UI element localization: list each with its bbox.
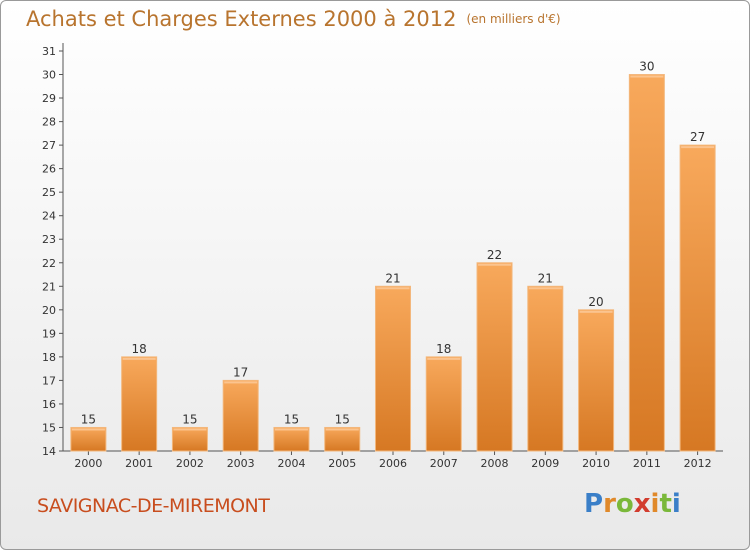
data-label: 15 xyxy=(81,412,96,426)
chart-title: Achats et Charges Externes 2000 à 2012 (e… xyxy=(26,7,561,31)
y-tick-label: 31 xyxy=(42,45,56,58)
y-tick-label: 23 xyxy=(42,233,56,246)
data-label: 15 xyxy=(284,412,299,426)
x-tick-label: 2003 xyxy=(227,457,255,470)
data-label: 22 xyxy=(487,248,502,262)
bar-2008[interactable] xyxy=(476,262,513,452)
x-tick-label: 2004 xyxy=(277,457,305,470)
y-tick-label: 29 xyxy=(42,92,56,105)
data-label: 21 xyxy=(538,271,553,285)
x-tick-label: 2009 xyxy=(531,457,559,470)
bar-2000[interactable] xyxy=(70,426,107,452)
bar-highlight xyxy=(376,287,410,290)
data-label: 15 xyxy=(182,412,197,426)
x-tick-label: 2007 xyxy=(430,457,458,470)
x-tick-label: 2002 xyxy=(176,457,204,470)
bar-2012[interactable] xyxy=(679,144,716,452)
bar-2003[interactable] xyxy=(222,379,259,452)
data-label: 18 xyxy=(132,342,147,356)
y-tick-label: 20 xyxy=(42,304,56,317)
y-tick-label: 25 xyxy=(42,186,56,199)
data-label: 30 xyxy=(639,60,654,74)
bar-2006[interactable] xyxy=(375,285,411,452)
bar-highlight xyxy=(224,381,258,384)
bar-highlight xyxy=(427,357,461,360)
y-tick-label: 18 xyxy=(42,351,56,364)
x-tick-label: 2006 xyxy=(379,457,407,470)
data-label: 18 xyxy=(436,342,451,356)
bar-highlight xyxy=(528,287,562,290)
y-tick-label: 16 xyxy=(42,398,56,411)
bar-highlight xyxy=(71,428,105,431)
x-tick-label: 2011 xyxy=(633,457,661,470)
bar-2002[interactable] xyxy=(171,426,208,452)
x-tick-label: 2000 xyxy=(74,457,102,470)
y-tick-label: 24 xyxy=(42,210,56,223)
x-tick-label: 2005 xyxy=(328,457,356,470)
bar-highlight xyxy=(579,310,613,313)
y-tick-label: 30 xyxy=(42,69,56,82)
x-tick-label: 2012 xyxy=(684,457,712,470)
data-label: 15 xyxy=(335,412,350,426)
y-tick-label: 27 xyxy=(42,139,56,152)
data-label: 17 xyxy=(233,365,248,379)
bar-2005[interactable] xyxy=(324,426,361,452)
y-tick-label: 19 xyxy=(42,327,56,340)
bar-2009[interactable] xyxy=(527,285,564,452)
bar-highlight xyxy=(173,428,207,431)
bar-highlight xyxy=(681,146,715,149)
bar-2007[interactable] xyxy=(425,356,462,452)
bar-2001[interactable] xyxy=(121,356,158,452)
data-label: 21 xyxy=(385,271,400,285)
y-tick-label: 21 xyxy=(42,280,56,293)
y-tick-label: 14 xyxy=(42,445,56,458)
y-tick-label: 28 xyxy=(42,116,56,129)
chart-unit: (en milliers d'€) xyxy=(466,12,561,26)
x-tick-label: 2001 xyxy=(125,457,153,470)
y-tick-label: 22 xyxy=(42,257,56,270)
bar-highlight xyxy=(325,428,359,431)
data-label: 20 xyxy=(588,295,603,309)
bar-highlight xyxy=(274,428,308,431)
bar-highlight xyxy=(630,75,664,78)
bar-2010[interactable] xyxy=(578,309,615,452)
data-label: 27 xyxy=(690,130,705,144)
bar-2011[interactable] xyxy=(628,74,665,452)
bar-2004[interactable] xyxy=(273,426,310,452)
commune-name: SAVIGNAC-DE-MIREMONT xyxy=(37,495,270,517)
proxiti-logo[interactable]: Proxiti xyxy=(584,489,681,519)
y-tick-label: 26 xyxy=(42,163,56,176)
x-tick-label: 2010 xyxy=(582,457,610,470)
bar-highlight xyxy=(478,263,512,266)
bar-highlight xyxy=(122,357,156,360)
x-tick-label: 2008 xyxy=(481,457,509,470)
chart-title-text: Achats et Charges Externes 2000 à 2012 xyxy=(26,7,457,31)
y-tick-label: 15 xyxy=(42,421,56,434)
y-tick-label: 17 xyxy=(42,374,56,387)
